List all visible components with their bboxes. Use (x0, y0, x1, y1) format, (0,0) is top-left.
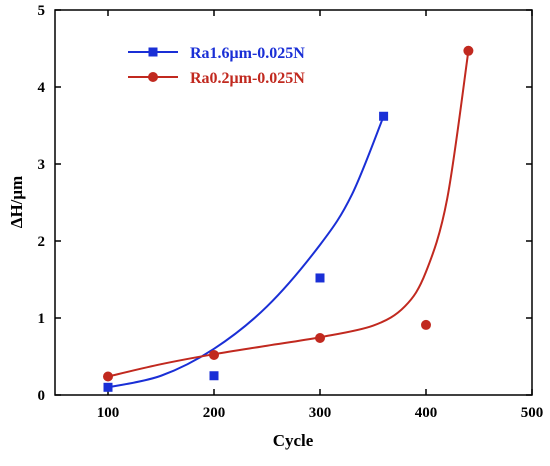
y-tick-label: 1 (38, 311, 46, 327)
data-point-series-1 (103, 382, 113, 392)
y-tick-label: 3 (38, 157, 46, 173)
legend-marker-series-2 (148, 72, 158, 82)
data-markers (103, 45, 474, 392)
data-point-series-2 (209, 349, 219, 360)
x-tick-label: 200 (203, 405, 226, 421)
data-point-series-2 (421, 319, 431, 330)
y-tick-label: 4 (38, 80, 46, 96)
legend: Ra1.6μm-0.025N Ra0.2μm-0.025N (128, 45, 305, 87)
data-point-series-2 (463, 45, 474, 56)
y-axis-title: ΔH/μm (7, 176, 26, 228)
y-tick-label: 2 (38, 234, 46, 250)
y-tick-label: 0 (38, 388, 46, 404)
fit-curve-series-2 (107, 50, 470, 378)
y-axis-ticks: 0 1 2 3 4 5 (38, 3, 532, 404)
data-point-series-1 (315, 273, 325, 283)
y-tick-label: 5 (38, 3, 46, 19)
data-point-series-1 (209, 371, 219, 381)
legend-label-series-1: Ra1.6μm-0.025N (190, 45, 305, 62)
x-tick-label: 500 (521, 405, 544, 421)
x-tick-label: 400 (415, 405, 438, 421)
plot-frame (54, 9, 533, 396)
data-point-series-2 (315, 333, 325, 344)
x-axis-title: Cycle (273, 431, 314, 450)
x-tick-label: 300 (309, 405, 332, 421)
fit-curves (107, 50, 470, 389)
x-axis-ticks: 100 200 300 400 500 (97, 10, 544, 421)
legend-marker-series-1 (148, 47, 158, 57)
fit-curve-series-1 (107, 115, 385, 389)
x-tick-label: 100 (97, 405, 120, 421)
data-point-series-2 (103, 371, 113, 382)
data-point-series-1 (379, 111, 389, 121)
legend-label-series-2: Ra0.2μm-0.025N (190, 70, 305, 87)
